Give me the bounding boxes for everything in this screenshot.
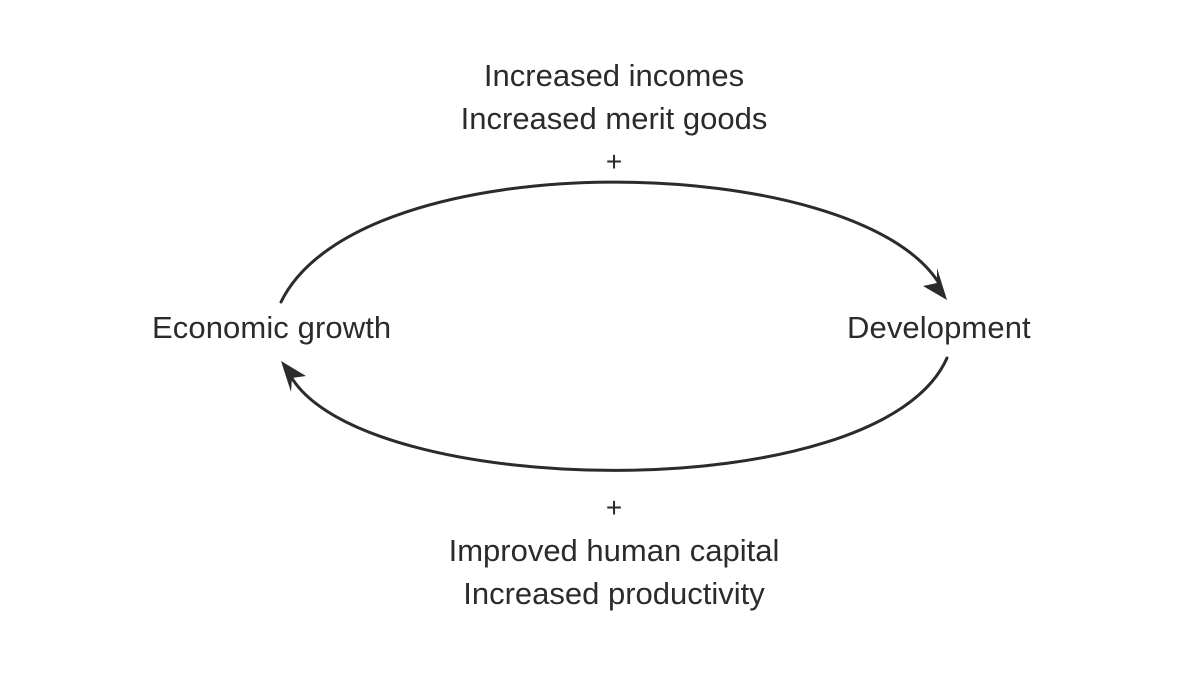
bottom-link-label: + Improved human capital Increased produ…	[449, 486, 780, 615]
bottom-link-line-1: Improved human capital	[448, 533, 780, 568]
top-link-polarity: +	[605, 146, 623, 177]
bottom-link-line-2: Increased productivity	[463, 576, 765, 611]
top-arrow-arc	[279, 180, 942, 304]
bottom-link-polarity: +	[605, 492, 623, 523]
top-arrowhead	[923, 268, 947, 300]
top-link-label: Increased incomes Increased merit goods …	[461, 54, 768, 183]
top-link-line-2: Increased merit goods	[460, 101, 768, 136]
node-economic-growth: Economic growth	[152, 310, 392, 345]
bottom-arrowhead	[281, 361, 306, 392]
bottom-arrow-arc	[288, 356, 949, 472]
top-link-line-1: Increased incomes	[483, 58, 745, 93]
node-development: Development	[847, 310, 1031, 345]
